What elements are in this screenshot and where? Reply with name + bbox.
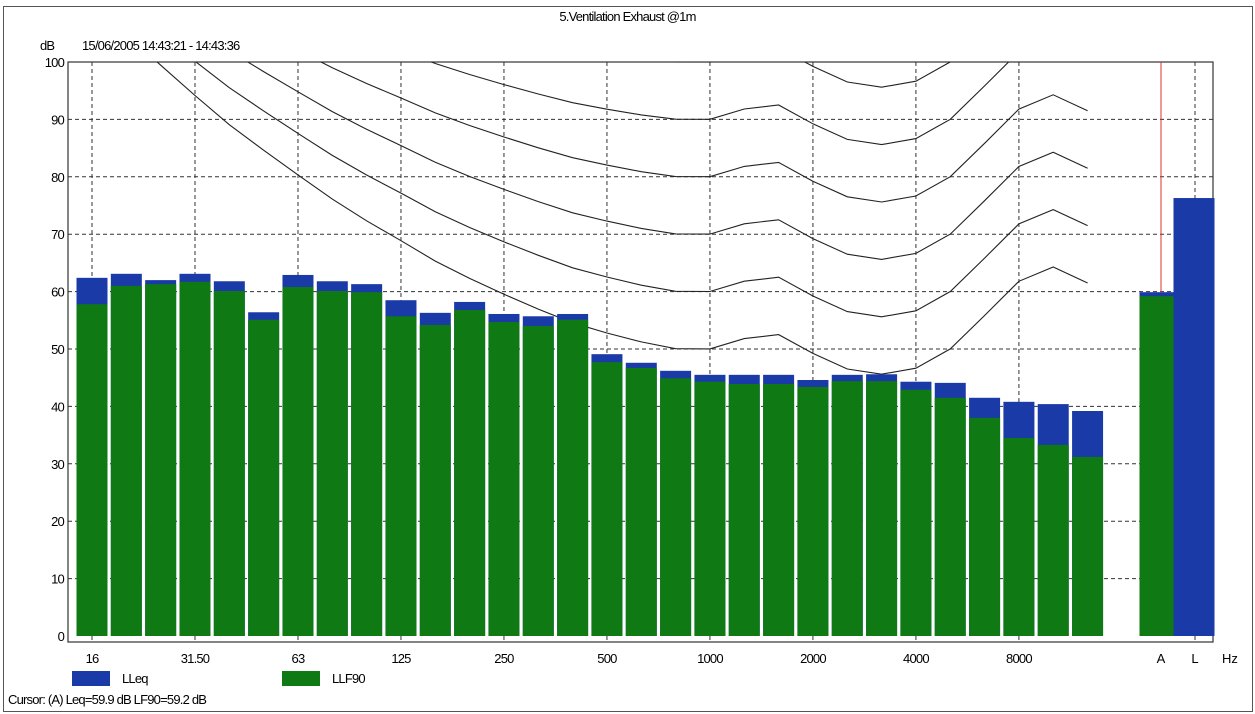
y-tick-label: 20 <box>51 514 64 529</box>
x-axis-unit-label: Hz <box>1222 651 1238 666</box>
y-tick-label: 40 <box>51 399 64 414</box>
x-tick-label: 250 <box>494 651 514 666</box>
chart-frame <box>3 6 1253 712</box>
legend-swatch-lleq <box>72 670 110 686</box>
bar-llf90-200 <box>454 309 486 636</box>
bar-llf90-8000 <box>1003 437 1035 636</box>
bar-llf90-315 <box>522 326 554 636</box>
bar-total-L-lleq <box>1173 198 1215 636</box>
y-tick-label: 60 <box>51 285 64 300</box>
bar-llf90-4000 <box>900 389 932 636</box>
x-tick-label: 125 <box>391 651 411 666</box>
y-tick-label: 10 <box>51 572 64 587</box>
legend-label-lleq: LLeq <box>122 670 149 686</box>
bar-llf90-125 <box>385 316 417 636</box>
reference-curves <box>156 62 1088 375</box>
bar-llf90-3150 <box>866 381 898 636</box>
y-tick-label: 50 <box>51 342 64 357</box>
x-tick-label: 16 <box>86 651 99 666</box>
reference-curve-100 <box>672 62 951 88</box>
legend-label-llf90: LLF90 <box>332 670 366 686</box>
y-tick-label: 30 <box>51 457 64 472</box>
x-tick-label-A: A <box>1157 651 1166 666</box>
reference-curve-90 <box>429 62 1010 146</box>
bar-llf90-400 <box>557 319 589 636</box>
reference-curve-60 <box>195 62 1088 318</box>
cursor-readout: Cursor: (A) Leq=59.9 dB LF90=59.2 dB <box>8 692 207 707</box>
bar-llf90-25 <box>145 284 177 636</box>
bar-llf90-800 <box>660 378 692 636</box>
bar-llf90-20 <box>110 285 142 636</box>
bar-llf90-1600 <box>763 384 795 636</box>
bar-llf90-100 <box>351 292 383 636</box>
y-tick-label: 0 <box>58 629 65 644</box>
y-axis-label: dB <box>40 38 55 53</box>
bar-llf90-630 <box>625 367 657 636</box>
bar-llf90-80 <box>316 291 348 636</box>
bar-llf90-63 <box>282 287 314 636</box>
x-tick-label: 8000 <box>1006 651 1032 666</box>
bar-llf90-10000 <box>1037 444 1069 636</box>
bar-llf90-1250 <box>728 384 760 636</box>
bar-llf90-16 <box>76 304 108 636</box>
legend-item-lleq: LLeq <box>72 670 149 686</box>
chart-title: 5.Ventilation Exhaust @1m <box>559 9 696 24</box>
bar-llf90-250 <box>488 322 520 636</box>
y-tick-label: 70 <box>51 227 64 242</box>
bar-llf90-40 <box>213 291 245 636</box>
x-tick-label: 4000 <box>903 651 929 666</box>
y-tick-label: 90 <box>51 112 64 127</box>
bar-llf90-12500 <box>1072 456 1104 636</box>
reference-curve-70 <box>246 62 1088 260</box>
bar-llf90-2500 <box>831 381 863 636</box>
bar-llf90-5000 <box>934 397 966 636</box>
bar-llf90-160 <box>419 324 451 636</box>
x-tick-label: 63 <box>292 651 305 666</box>
x-tick-label: 31.50 <box>181 651 210 666</box>
bar-llf90-31.50 <box>179 281 211 636</box>
y-tick-label: 80 <box>51 170 64 185</box>
legend-swatch-llf90 <box>282 670 320 686</box>
bar-llf90-2000 <box>797 386 829 636</box>
measurement-period: 15/06/2005 14:43:21 - 14:43:36 <box>82 38 240 53</box>
bar-llf90-6300 <box>969 417 1001 636</box>
bar-llf90-50 <box>248 319 280 636</box>
y-tick-label: 100 <box>45 55 65 70</box>
bar-llf90-1000 <box>694 381 726 636</box>
x-tick-label: 2000 <box>800 651 826 666</box>
reference-curve-80 <box>319 62 1088 203</box>
legend-item-llf90: LLF90 <box>282 670 366 686</box>
x-tick-label: 1000 <box>697 651 723 666</box>
x-tick-label-L: L <box>1191 651 1198 666</box>
reference-curve-50 <box>156 62 1088 375</box>
x-tick-label: 500 <box>597 651 617 666</box>
bar-llf90-500 <box>591 362 623 636</box>
